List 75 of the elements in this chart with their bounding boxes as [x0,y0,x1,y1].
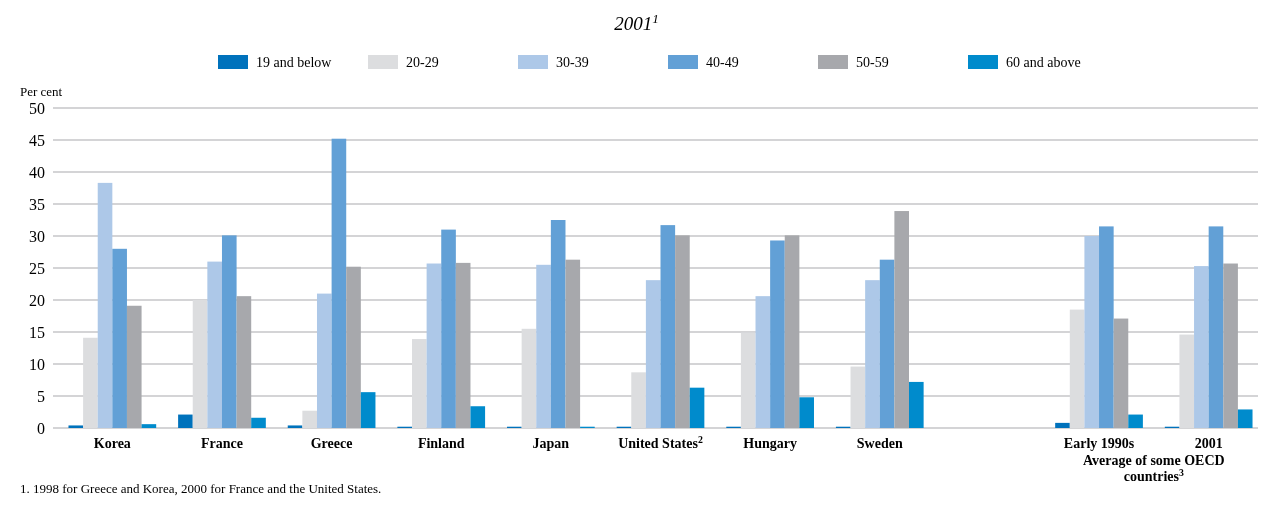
bar [1113,318,1129,428]
bar [1084,236,1100,428]
bar [112,248,127,428]
bar [660,225,676,428]
y-tick-label: 20 [29,291,45,309]
bar [126,305,142,428]
bar [470,406,486,428]
bar [536,264,551,428]
bar [689,387,705,428]
y-tick-label: 40 [29,163,45,181]
bar [316,293,332,428]
x-tick-label: Korea [93,436,131,451]
chart-title: 2001$^{1}$ [614,10,659,34]
bar [426,263,442,428]
bar [909,381,924,428]
bar [1208,226,1224,428]
legend-label: 60 and above [1006,55,1081,70]
y-tick-label: 35 [29,195,45,213]
bar [879,259,895,428]
bar [1099,226,1114,428]
y-tick-label: 0 [37,419,45,437]
bar [770,240,785,428]
x-tick-label: Japan [532,436,570,451]
bar [1237,409,1253,428]
y-tick-label: 5 [37,387,45,405]
bar [68,425,84,428]
bar [251,417,266,428]
x-tick-label: United States$^{2}$ [618,433,703,451]
x-tick-label: Greece [310,436,353,451]
bar [360,392,376,428]
bar [236,296,252,428]
bar [550,220,566,428]
legend-label: 30-39 [556,55,589,70]
bar [865,280,880,428]
bar [221,235,237,428]
x-tick-label: Sweden [856,436,903,451]
bar [346,266,361,428]
bar [1128,414,1143,428]
bar [645,280,661,428]
text: 1. 1998 for Greece and Korea, 2000 for France and the United States. [20,481,382,496]
x-tick-label: Hungary [743,436,797,451]
y-tick-label: 45 [29,131,45,149]
legend-label: 20-29 [406,55,439,70]
bar [565,259,581,428]
bar [1194,266,1209,428]
y-tick-label: 30 [29,227,45,245]
x-tick-label: Finland [417,436,465,451]
bar [441,229,456,428]
bar [799,397,814,428]
x-tick-label: 2001 [1194,436,1223,451]
bar [1223,263,1238,428]
y-tick-label: 25 [29,259,45,277]
bar [784,235,800,428]
legend-label: 50-59 [856,55,889,70]
bar [302,410,317,428]
bar [178,414,193,428]
bar [287,425,303,428]
bar [1055,422,1070,428]
x-tick-label: Early 1990s [1063,436,1135,451]
bar [331,138,347,428]
bar [207,261,222,428]
y-tick-label: 10 [29,355,45,373]
x-tick-label: France [200,436,243,451]
bar [455,262,471,428]
bar [894,211,909,428]
legend-label: 40-49 [706,55,739,70]
bar [755,296,771,428]
legend-label: 19 and below [256,55,333,70]
bar [141,424,157,428]
bar [97,182,113,428]
text: Average of some OECD countries$^{3}$ [1083,453,1225,484]
y-axis-title: Per cent [20,84,63,99]
bar [675,235,690,428]
y-tick-label: 50 [29,99,45,117]
y-tick-label: 15 [29,323,45,341]
